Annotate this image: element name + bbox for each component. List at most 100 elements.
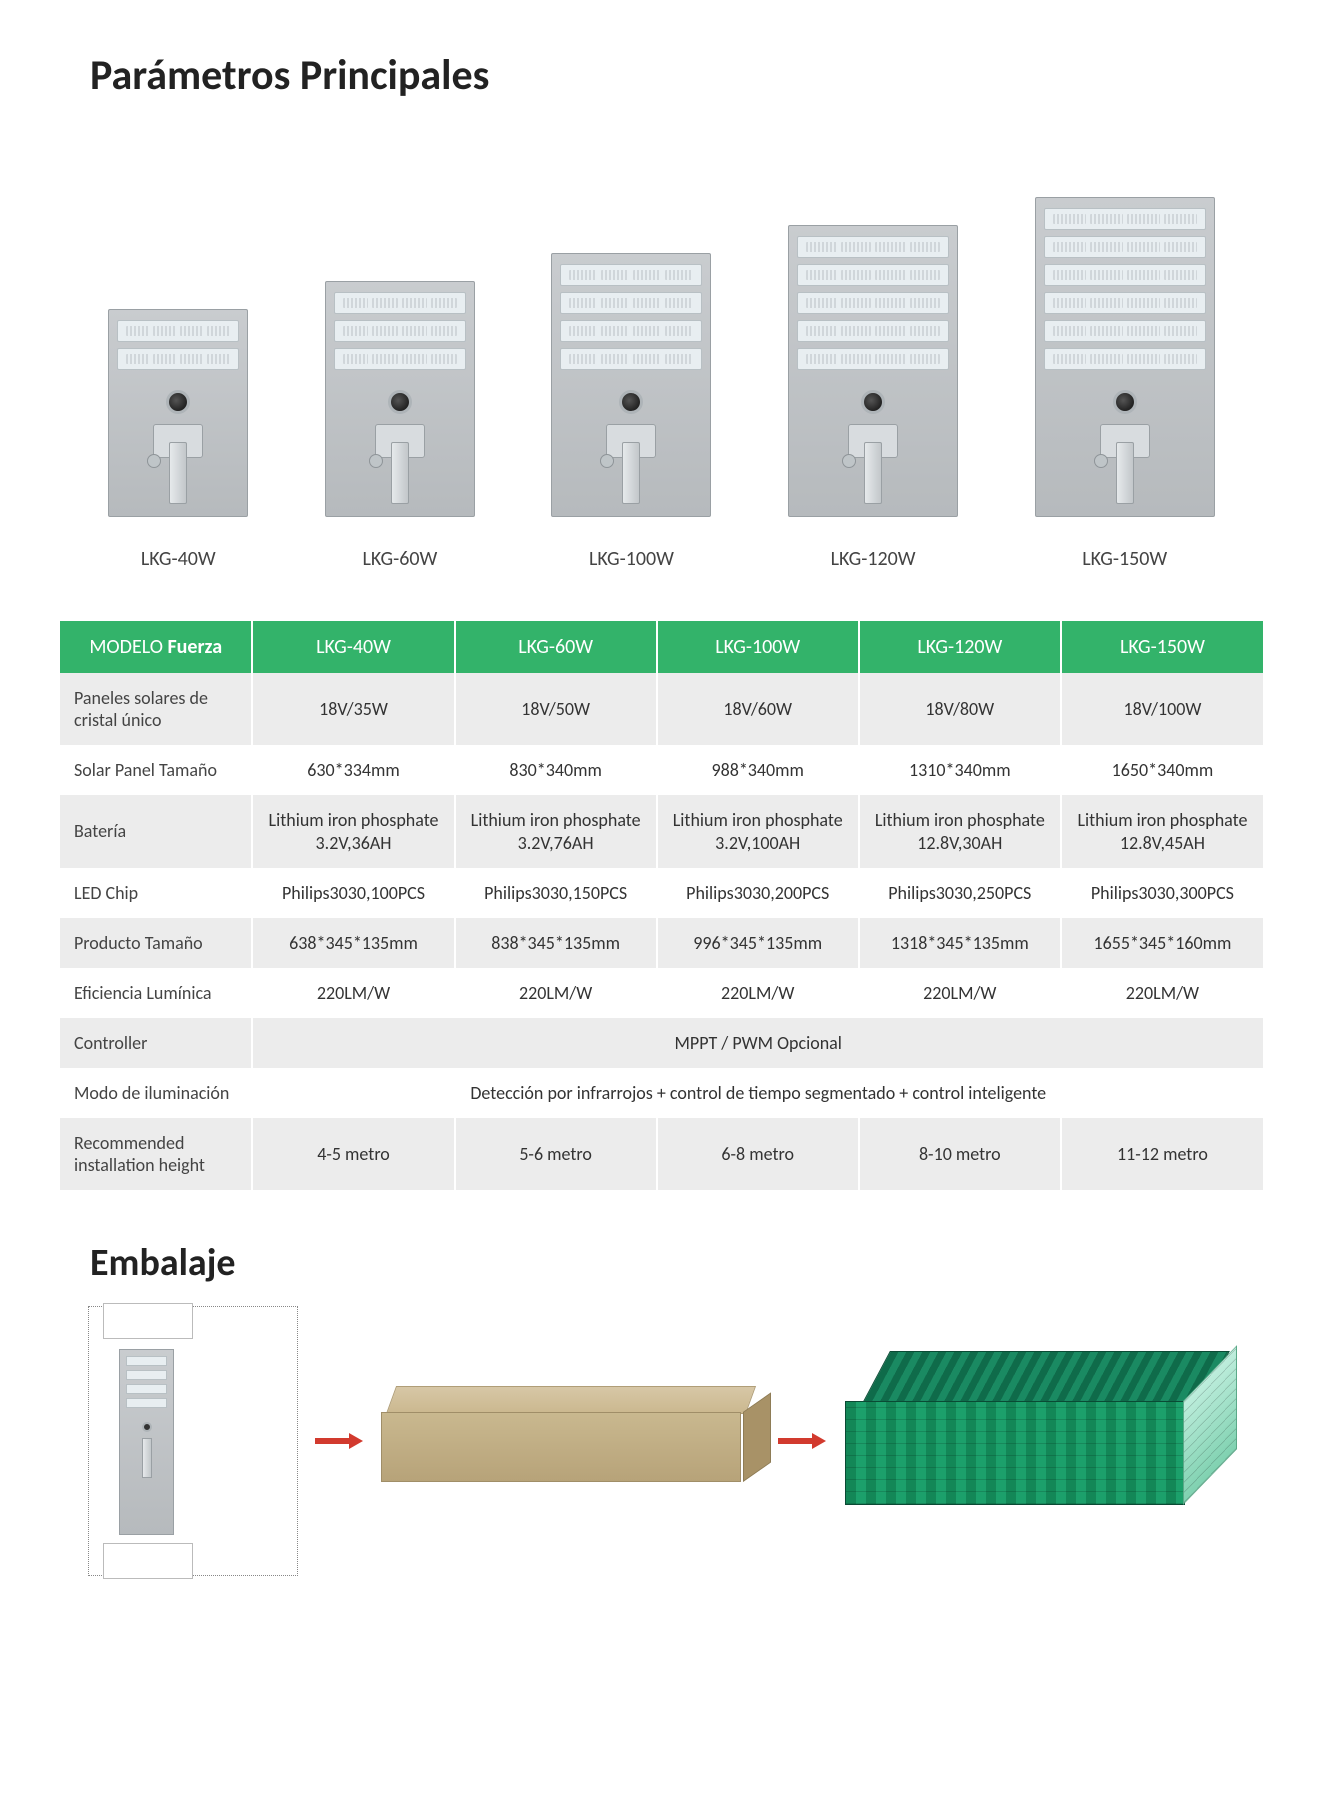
led-row xyxy=(117,348,239,370)
cell: 630*334mm xyxy=(252,745,454,795)
header-col: LKG-60W xyxy=(455,621,657,673)
spec-table: MODELO Fuerza LKG-40W LKG-60W LKG-100W L… xyxy=(60,621,1263,1190)
cell: Lithium iron phosphate 3.2V,36AH xyxy=(252,795,454,868)
product-label: LKG-120W xyxy=(831,547,916,571)
led-row xyxy=(797,292,949,314)
product: LKG-100W xyxy=(551,253,711,571)
cell: 1318*345*135mm xyxy=(859,918,1061,968)
header-model: MODELO Fuerza xyxy=(60,621,252,673)
row-label: Eficiencia Lumínica xyxy=(60,968,252,1018)
cell: 8-10 metro xyxy=(859,1118,1061,1190)
led-row xyxy=(334,292,466,314)
cell: 11-12 metro xyxy=(1061,1118,1263,1190)
row-span-value: Detección por infrarrojos + control de t… xyxy=(252,1068,1263,1118)
row-label: Controller xyxy=(60,1018,252,1068)
mount-bracket xyxy=(1090,424,1160,504)
led-row xyxy=(334,348,466,370)
row-label: Solar Panel Tamaño xyxy=(60,745,252,795)
row-label: LED Chip xyxy=(60,868,252,918)
led-row xyxy=(797,236,949,258)
led-row xyxy=(1044,236,1206,258)
arrow-icon xyxy=(315,1433,365,1449)
cell: 830*340mm xyxy=(455,745,657,795)
product: LKG-150W xyxy=(1035,197,1215,571)
cell: Lithium iron phosphate 3.2V,76AH xyxy=(455,795,657,868)
table-row: BateríaLithium iron phosphate 3.2V,36AHL… xyxy=(60,795,1263,868)
mount-bracket xyxy=(365,424,435,504)
cell: 6-8 metro xyxy=(657,1118,859,1190)
cell: Philips3030,300PCS xyxy=(1061,868,1263,918)
sensor-icon xyxy=(166,390,190,414)
cell: 18V/35W xyxy=(252,673,454,745)
cell: 18V/100W xyxy=(1061,673,1263,745)
led-row xyxy=(797,264,949,286)
packaging-stage-crate xyxy=(845,1351,1235,1531)
led-row xyxy=(560,320,702,342)
row-label: Producto Tamaño xyxy=(60,918,252,968)
header-col: LKG-150W xyxy=(1061,621,1263,673)
led-row xyxy=(560,348,702,370)
page-title: Parámetros Principales xyxy=(90,50,1263,101)
table-row: Modo de iluminaciónDetección por infrarr… xyxy=(60,1068,1263,1118)
header-col: LKG-100W xyxy=(657,621,859,673)
product-label: LKG-100W xyxy=(589,547,674,571)
cell: 988*340mm xyxy=(657,745,859,795)
table-row: Solar Panel Tamaño630*334mm830*340mm988*… xyxy=(60,745,1263,795)
product: LKG-60W xyxy=(325,281,475,571)
cell: Philips3030,150PCS xyxy=(455,868,657,918)
cell: 220LM/W xyxy=(1061,968,1263,1018)
cell: 4-5 metro xyxy=(252,1118,454,1190)
sensor-icon xyxy=(619,390,643,414)
cell: Lithium iron phosphate 3.2V,100AH xyxy=(657,795,859,868)
led-row xyxy=(1044,264,1206,286)
table-row: Eficiencia Lumínica220LM/W220LM/W220LM/W… xyxy=(60,968,1263,1018)
lamp-illustration xyxy=(325,281,475,517)
cell: Philips3030,100PCS xyxy=(252,868,454,918)
packaging-title: Embalaje xyxy=(90,1240,1263,1286)
table-row: Paneles solares de cristal único18V/35W1… xyxy=(60,673,1263,745)
mount-bracket xyxy=(143,424,213,504)
cell: 1650*340mm xyxy=(1061,745,1263,795)
sensor-icon xyxy=(861,390,885,414)
lamp-illustration xyxy=(1035,197,1215,517)
cell: 5-6 metro xyxy=(455,1118,657,1190)
led-row xyxy=(1044,292,1206,314)
cell: 838*345*135mm xyxy=(455,918,657,968)
product-label: LKG-40W xyxy=(141,547,216,571)
cell: Philips3030,200PCS xyxy=(657,868,859,918)
led-row xyxy=(1044,208,1206,230)
row-label: Recommended installation height xyxy=(60,1118,252,1190)
table-row: Producto Tamaño638*345*135mm838*345*135m… xyxy=(60,918,1263,968)
led-row xyxy=(334,320,466,342)
sensor-icon xyxy=(1113,390,1137,414)
cell: Lithium iron phosphate 12.8V,30AH xyxy=(859,795,1061,868)
cell: 220LM/W xyxy=(657,968,859,1018)
packaging-stage-unit xyxy=(88,1306,298,1576)
led-row xyxy=(1044,348,1206,370)
led-row xyxy=(797,348,949,370)
product: LKG-120W xyxy=(788,225,958,571)
led-row xyxy=(560,292,702,314)
led-row xyxy=(560,264,702,286)
lamp-illustration xyxy=(788,225,958,517)
mount-bracket xyxy=(838,424,908,504)
led-row xyxy=(117,320,239,342)
cell: 18V/60W xyxy=(657,673,859,745)
arrow-icon xyxy=(778,1433,828,1449)
table-row: LED ChipPhilips3030,100PCSPhilips3030,15… xyxy=(60,868,1263,918)
row-label: Batería xyxy=(60,795,252,868)
led-row xyxy=(797,320,949,342)
lamp-illustration xyxy=(108,309,248,517)
cell: 18V/80W xyxy=(859,673,1061,745)
lamp-illustration xyxy=(551,253,711,517)
cell: 220LM/W xyxy=(859,968,1061,1018)
product-label: LKG-150W xyxy=(1082,547,1167,571)
table-row: Recommended installation height4-5 metro… xyxy=(60,1118,1263,1190)
led-row xyxy=(1044,320,1206,342)
cell: Lithium iron phosphate 12.8V,45AH xyxy=(1061,795,1263,868)
cell: 1655*345*160mm xyxy=(1061,918,1263,968)
cell: 220LM/W xyxy=(252,968,454,1018)
row-label: Modo de iluminación xyxy=(60,1068,252,1118)
mount-bracket xyxy=(596,424,666,504)
table-row: ControllerMPPT / PWM Opcional xyxy=(60,1018,1263,1068)
